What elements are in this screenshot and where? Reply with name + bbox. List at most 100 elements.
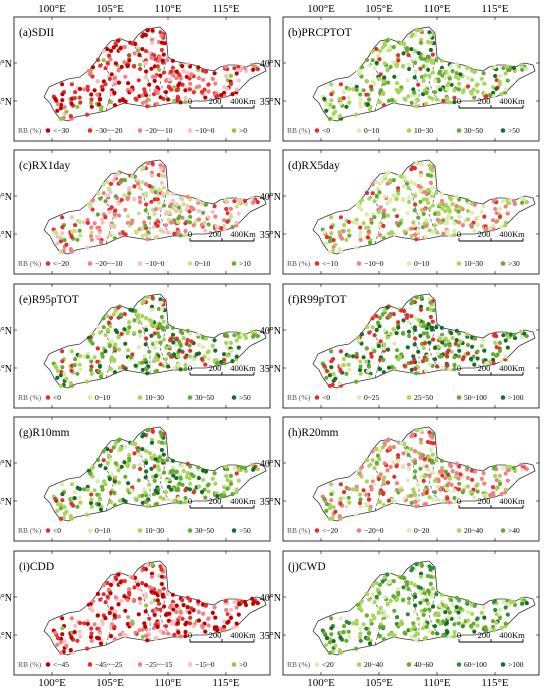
station-dot — [137, 185, 142, 191]
station-dot — [452, 622, 457, 627]
station-dot — [171, 473, 176, 478]
station-dot — [95, 613, 100, 618]
station-dot — [424, 331, 429, 336]
station-dot — [196, 198, 201, 203]
station-dot — [337, 114, 342, 119]
station-dot — [89, 97, 94, 102]
station-dot — [494, 219, 499, 224]
station-dot — [429, 325, 434, 330]
station-dot — [111, 178, 116, 183]
station-dot — [165, 592, 170, 597]
station-dot — [174, 610, 179, 615]
scale-bar: 0 200 400Km — [188, 630, 256, 643]
station-dot — [103, 600, 108, 605]
legend-swatch-4 — [456, 261, 462, 266]
station-dot — [412, 75, 417, 80]
station-dot — [183, 233, 188, 238]
station-dot — [497, 615, 503, 620]
station-dot — [109, 472, 114, 477]
station-dot — [412, 182, 418, 187]
station-dot — [488, 360, 493, 365]
station-dot — [327, 249, 332, 254]
legend-label-1: <−30 — [53, 126, 69, 135]
station-dot — [127, 587, 132, 592]
station-dot — [206, 222, 211, 227]
station-dot — [422, 74, 427, 79]
station-dot — [151, 225, 157, 230]
station-dot — [167, 210, 172, 215]
station-dot — [232, 600, 237, 605]
station-dot — [100, 84, 105, 89]
station-dot — [116, 602, 121, 607]
station-dot — [199, 356, 205, 362]
station-dot — [347, 500, 352, 505]
station-dot — [183, 488, 188, 493]
station-dot — [506, 602, 511, 607]
station-dot — [458, 339, 463, 344]
station-dot — [428, 300, 433, 305]
station-dot — [122, 594, 127, 599]
station-dot — [144, 499, 149, 504]
station-dot — [396, 458, 401, 463]
station-dot — [426, 334, 431, 339]
station-dot — [424, 598, 429, 603]
station-dot — [421, 612, 426, 617]
station-dot — [236, 612, 241, 617]
station-dot — [116, 614, 122, 619]
station-dot — [370, 182, 375, 187]
station-dot — [398, 221, 403, 226]
station-dot — [160, 325, 165, 330]
station-dot — [60, 349, 65, 354]
station-dot — [411, 354, 416, 359]
station-dot — [435, 217, 440, 222]
station-dot — [421, 464, 426, 469]
station-dot — [341, 96, 346, 101]
legend-swatch-1 — [45, 662, 51, 667]
legend-swatch-5 — [231, 528, 237, 533]
station-dot — [497, 348, 503, 353]
station-dot — [405, 211, 410, 216]
station-dot — [159, 433, 164, 438]
station-dot — [165, 458, 170, 463]
station-dot — [212, 204, 217, 209]
station-dot — [391, 45, 396, 50]
station-dot — [401, 585, 406, 590]
station-dot — [64, 109, 69, 114]
station-dot — [412, 208, 417, 213]
station-dot — [155, 464, 160, 469]
station-dot — [95, 92, 100, 97]
station-dot — [77, 620, 83, 626]
station-dot — [183, 362, 188, 368]
station-dot — [488, 627, 493, 632]
station-dot — [370, 458, 375, 463]
station-dot — [376, 76, 381, 82]
station-dot — [482, 214, 487, 219]
station-dot — [413, 336, 418, 341]
legend-label-4: 0~10 — [195, 259, 211, 268]
legend-swatch-1 — [45, 528, 51, 533]
station-dot — [75, 104, 80, 109]
station-dot — [422, 57, 427, 62]
station-dot — [434, 191, 439, 196]
station-dot — [435, 497, 440, 502]
station-dot — [367, 63, 372, 68]
station-dot — [479, 476, 484, 481]
scale-label-200: 200 — [209, 363, 222, 373]
station-dot — [215, 494, 220, 499]
station-dot — [113, 75, 118, 80]
station-dot — [438, 87, 443, 92]
station-dot — [228, 481, 234, 486]
station-dot — [215, 628, 220, 633]
station-dot — [154, 101, 159, 106]
station-dot — [106, 320, 112, 325]
legend-swatch-3 — [406, 128, 412, 133]
station-dot — [359, 198, 365, 203]
station-dot — [503, 621, 508, 626]
station-dot — [185, 71, 190, 76]
station-dot — [69, 234, 74, 239]
station-dot — [413, 232, 418, 237]
station-dot — [324, 642, 329, 647]
station-dot — [410, 566, 415, 571]
